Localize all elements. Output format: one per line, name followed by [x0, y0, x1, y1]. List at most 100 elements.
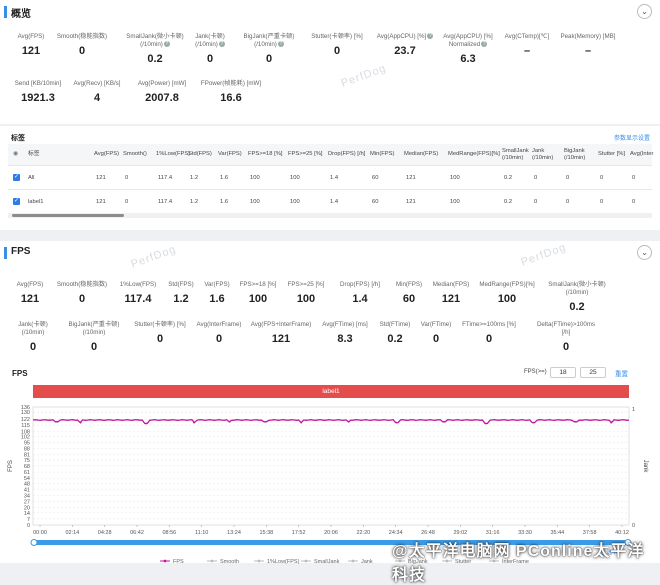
metric-label: Avg(AppCPU) [%] Normalized? — [443, 33, 493, 48]
x-tick-label: 31:16 — [486, 530, 500, 536]
select-all-button[interactable]: 全选中 — [601, 548, 618, 556]
x-tick-label: 26:48 — [421, 530, 435, 536]
x-tick-label: 08:56 — [162, 530, 176, 536]
metric-label: FPS>=25 [%] — [287, 281, 325, 288]
metric-label: FTime>=100ms [%] — [462, 321, 516, 328]
fps-data-point — [264, 420, 267, 423]
column-header[interactable]: 1%Low(FPS) — [156, 151, 191, 157]
help-icon[interactable]: ? — [218, 41, 225, 48]
table-row[interactable]: ✓ All 121 0 117.4 1.2 1.6 100 100 1.4 60 121 100 0.2 0… — [8, 166, 652, 190]
column-header[interactable]: Jank (/10min) — [532, 148, 554, 161]
column-header[interactable]: Avg(Inter — [630, 151, 654, 157]
help-icon[interactable]: ? — [277, 41, 284, 48]
fps-data-point — [79, 421, 82, 424]
column-header[interactable]: 标签 — [28, 151, 40, 157]
metric: Var(FPS) 1.6 — [184, 281, 250, 305]
y-right-axis-label: Jank — [642, 460, 648, 474]
metric-label: Smooth(稳能指数) — [56, 33, 108, 40]
label-bar[interactable]: label1 — [33, 385, 629, 398]
metric-value: 1921.3 — [21, 92, 55, 104]
metric-label: SmallJank(微小卡顿) (/10min) — [548, 281, 606, 296]
metric-value: 8.3 — [337, 333, 353, 345]
column-header[interactable]: Min(FPS) — [370, 151, 395, 157]
metric-label: MedRange(FPS)[%] — [479, 281, 535, 288]
column-header[interactable]: SmallJank (/10min) — [502, 148, 529, 161]
table-cell: 100 — [250, 199, 260, 205]
metric-label: BigJank(严重卡顿) (/10min)? — [243, 33, 295, 48]
metric-label: FPS>=18 [%] — [239, 281, 277, 288]
x-tick-label: 20:06 — [324, 530, 338, 536]
column-header[interactable]: FPS>=18 [%] — [248, 151, 283, 157]
metric-value: 0 — [333, 45, 341, 57]
metric-value: 0 — [206, 53, 214, 65]
table-cell: 0.2 — [504, 175, 513, 181]
table-cell: 117.4 — [158, 199, 173, 205]
column-header[interactable]: Avg(FPS) — [94, 151, 120, 157]
threshold-input-2[interactable]: 25 — [580, 367, 606, 378]
reset-button[interactable]: 重置 — [615, 371, 628, 378]
x-tick-label: 22:20 — [356, 530, 370, 536]
y-tick-label: 34 — [24, 494, 30, 500]
metric: SmallJank(微小卡顿) (/10min) 0.2 — [544, 281, 610, 313]
horizontal-scrollbar[interactable] — [8, 213, 652, 218]
fps-panel: FPS ⌄ PerfDog PerfDog Avg(FPS) 121 Smooth(… — [0, 241, 660, 584]
column-header[interactable]: BigJank (/10min) — [564, 148, 586, 161]
scrollbar-thumb[interactable] — [12, 214, 124, 217]
chevron-down-icon[interactable]: ⌄ — [637, 4, 652, 19]
table-cell: 1.4 — [330, 199, 339, 205]
metric: Jank(卡顿) (/10min) 0 — [0, 321, 66, 353]
column-header[interactable]: MedRange(FPS)[%] — [448, 151, 500, 157]
fps-chart-title: FPS — [12, 369, 28, 378]
range-handle-right — [624, 539, 632, 546]
row-checkbox[interactable]: ✓ — [13, 174, 20, 181]
column-header[interactable]: Median(FPS) — [404, 151, 439, 157]
y-axis-label: FPS — [8, 460, 14, 472]
metric-value: 0 — [156, 333, 164, 345]
table-row[interactable]: ✓ label1 121 0 117.4 1.2 1.6 100 100 1.4 60 121 100 0… — [8, 190, 652, 214]
table-cell: 0 — [600, 199, 604, 205]
metric: Drop(FPS) [/h] 1.4 — [327, 281, 393, 305]
help-icon[interactable]: ? — [427, 33, 434, 40]
metric: Avg(Recv) [KB/s] 4 — [64, 80, 130, 104]
metric: Median(FPS) 121 — [418, 281, 484, 305]
metric-value: 0.2 — [387, 333, 403, 345]
column-header[interactable]: Smooth() — [123, 151, 147, 157]
column-header[interactable]: FPS>=25 [%] — [288, 151, 323, 157]
metric-label: Stutter(卡顿率) [%] — [311, 33, 363, 40]
table-cell: 100 — [450, 199, 460, 205]
row-checkbox[interactable]: ✓ — [13, 198, 20, 205]
table-cell: 121 — [406, 199, 416, 205]
legend-entry: Stutter — [455, 559, 471, 565]
help-icon[interactable]: ? — [481, 41, 488, 48]
metric-value: 121 — [441, 293, 461, 305]
fps-data-point — [228, 420, 231, 423]
help-icon[interactable]: ? — [163, 41, 170, 48]
display-settings-link[interactable]: 参数显示设置 — [613, 136, 650, 142]
metric-label: Jank(卡顿) (/10min) — [18, 321, 48, 336]
metric-label: Var(FTime) — [420, 321, 452, 328]
metric: Avg(FTime) [ms] 8.3 — [312, 321, 378, 345]
metric-label: Std(FPS) — [168, 281, 194, 288]
column-header[interactable]: Std(FPS) — [188, 151, 212, 157]
column-header[interactable]: Stutter [%] — [598, 151, 626, 157]
row-label: All — [28, 175, 35, 181]
table-cell: 0 — [534, 199, 538, 205]
y-tick-label: 108 — [21, 429, 30, 435]
fps-data-point — [443, 420, 446, 423]
metric-value: 6.3 — [460, 53, 476, 65]
metric: FPS>=25 [%] 100 — [273, 281, 339, 305]
threshold-input-1[interactable]: 18 — [550, 367, 576, 378]
y-tick-label: 68 — [24, 464, 30, 470]
column-header[interactable]: Var(FPS) — [218, 151, 242, 157]
fps-chart[interactable]: 0714202734414854616875818895102108115122… — [0, 401, 660, 581]
fps-series-line — [32, 418, 630, 425]
column-header[interactable]: Drop(FPS) [/h] — [328, 151, 366, 157]
table-cell: 121 — [406, 175, 416, 181]
metric-value: 4 — [93, 92, 101, 104]
metric: Smooth(稳能指数) 0 — [49, 33, 115, 57]
legend-marker — [210, 559, 214, 563]
chevron-down-icon[interactable]: ⌄ — [637, 245, 652, 260]
legend-entry: FPS — [173, 559, 184, 565]
legend-marker — [398, 559, 402, 563]
eye-icon[interactable]: ◉ — [13, 151, 19, 157]
